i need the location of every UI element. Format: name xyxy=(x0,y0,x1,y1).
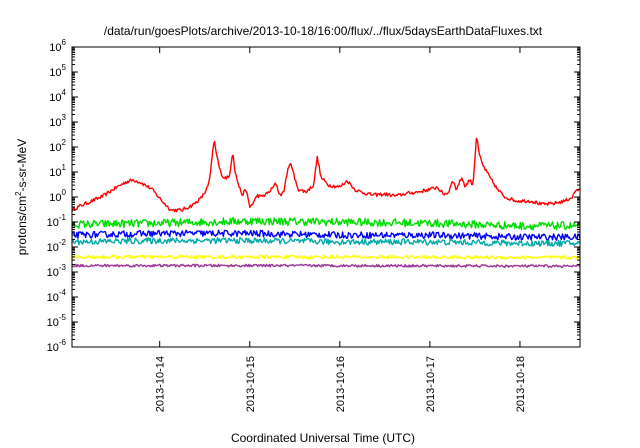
y-tick-label: 100 xyxy=(49,188,66,204)
series-line xyxy=(71,229,581,241)
y-tick-label: 103 xyxy=(49,113,66,129)
series-line xyxy=(71,236,581,247)
y-tick-label: 10-2 xyxy=(47,238,67,254)
y-tick-label: 10-6 xyxy=(47,338,67,354)
y-axis: 10-6 10-5 10-4 10-3 10-2 10-1 100 101 102 103 104 1… xyxy=(47,38,580,354)
y-tick-label: 101 xyxy=(49,163,66,179)
y-tick-label: 105 xyxy=(49,63,66,79)
x-tick-label: 2013-10-17 xyxy=(425,356,437,412)
series-layer xyxy=(71,137,581,269)
x-tick-label: 2013-10-18 xyxy=(515,356,527,412)
y-axis-label: protons/cm2-s-sr-MeV xyxy=(14,139,29,255)
series-line xyxy=(71,137,581,213)
x-axis-label: Coordinated Universal Time (UTC) xyxy=(231,431,415,445)
x-tick-label: 2013-10-14 xyxy=(155,356,167,412)
y-tick-label: 104 xyxy=(49,88,66,104)
y-tick-label: 10-3 xyxy=(47,263,67,279)
series-line xyxy=(72,263,581,269)
x-tick-label: 2013-10-16 xyxy=(335,356,347,412)
series-line xyxy=(71,254,581,260)
y-tick-label: 10-5 xyxy=(47,313,67,329)
y-tick-label: 10-1 xyxy=(47,213,67,229)
y-tick-label: 10-4 xyxy=(47,288,67,304)
y-tick-label: 106 xyxy=(49,38,66,54)
x-tick-label: 2013-10-15 xyxy=(245,356,257,412)
chart-title: /data/run/goesPlots/archive/2013-10-18/1… xyxy=(104,24,543,38)
series-line xyxy=(71,216,581,231)
y-tick-label: 102 xyxy=(49,138,66,154)
x-axis: 2013-10-14 2013-10-15 2013-10-16 2013-10-17… xyxy=(155,47,527,412)
